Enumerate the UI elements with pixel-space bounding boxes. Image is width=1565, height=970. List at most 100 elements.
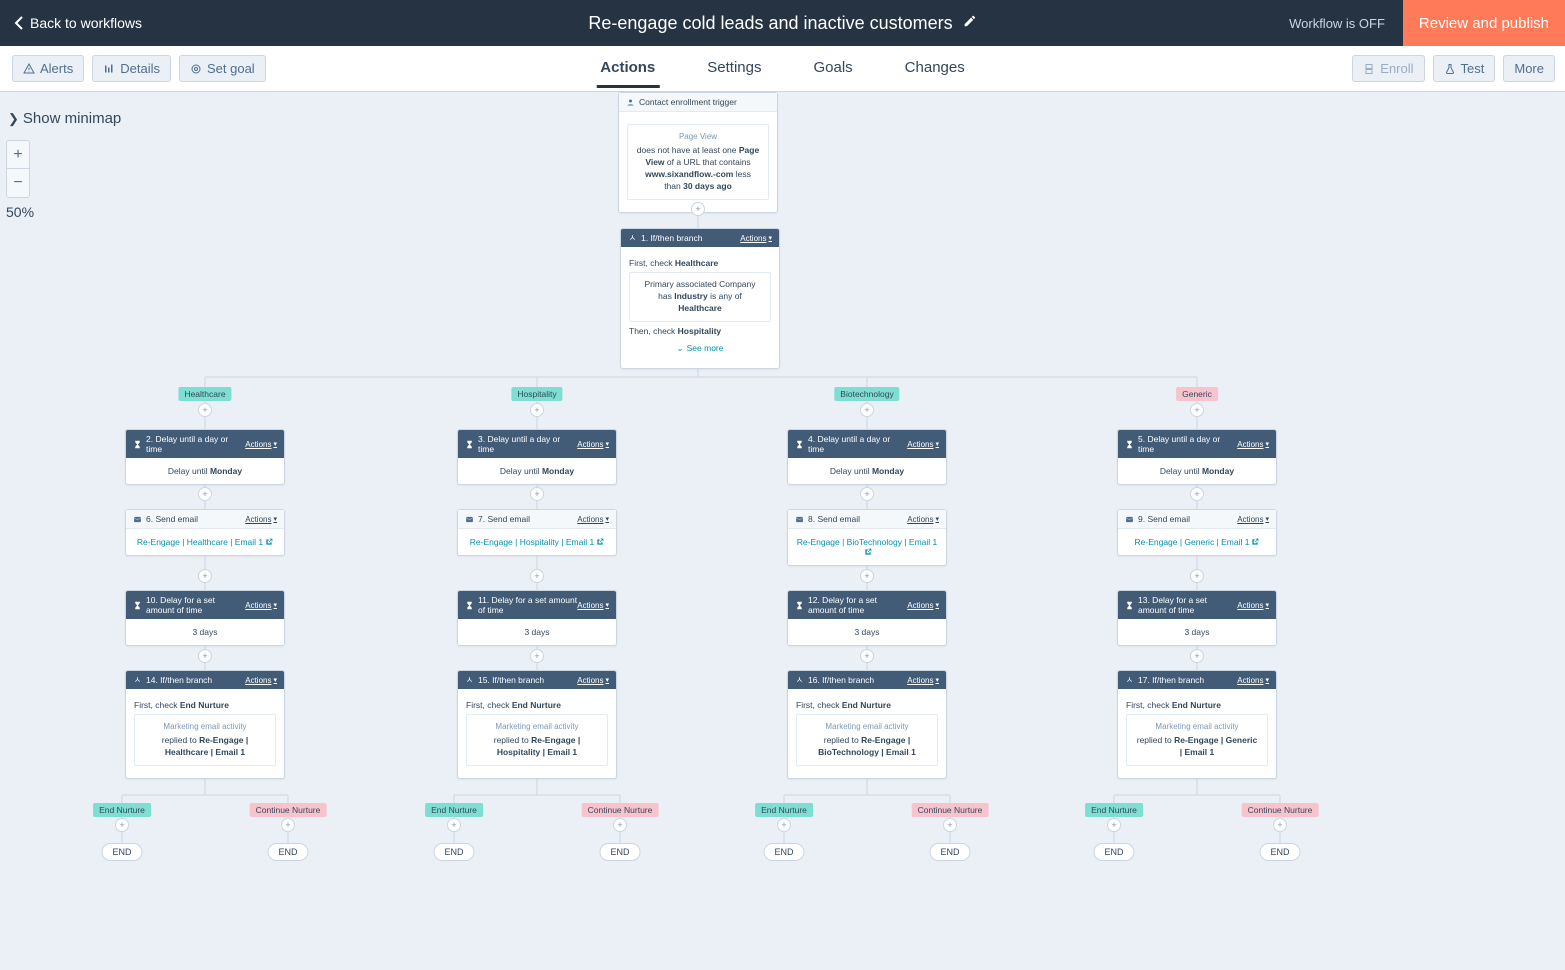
delay-amount-node[interactable]: 10. Delay for a set amount of timeAction… bbox=[125, 590, 285, 646]
send-email-node[interactable]: 8. Send emailActions▾Re-Engage | BioTech… bbox=[787, 509, 947, 566]
add-after-subtag-0-1[interactable]: + bbox=[281, 818, 295, 832]
add-after-subtag-3-0[interactable]: + bbox=[1107, 818, 1121, 832]
node-actions[interactable]: Actions▾ bbox=[740, 234, 772, 243]
back-link[interactable]: Back to workflows bbox=[0, 15, 156, 31]
node-actions[interactable]: Actions▾ bbox=[1237, 676, 1269, 685]
node-actions[interactable]: Actions▾ bbox=[577, 515, 609, 524]
email-link[interactable]: Re-Engage | BioTechnology | Email 1 bbox=[797, 537, 938, 557]
setgoal-button[interactable]: Set goal bbox=[179, 55, 266, 82]
sub-branch-tag: End Nurture bbox=[1085, 803, 1143, 817]
node-actions[interactable]: Actions▾ bbox=[577, 676, 609, 685]
node-actions[interactable]: Actions▾ bbox=[577, 440, 609, 449]
send-email-node[interactable]: 9. Send emailActions▾Re-Engage | Generic… bbox=[1117, 509, 1277, 556]
delay-amount-node[interactable]: 12. Delay for a set amount of timeAction… bbox=[787, 590, 947, 646]
tab-actions[interactable]: Actions bbox=[596, 49, 659, 88]
add-after-subtag-1-0[interactable]: + bbox=[447, 818, 461, 832]
sub-branch-tag: End Nurture bbox=[425, 803, 483, 817]
email-link[interactable]: Re-Engage | Hospitality | Email 1 bbox=[470, 537, 604, 547]
add-after-delay1-0[interactable]: + bbox=[198, 487, 212, 501]
add-after-delay2-0[interactable]: + bbox=[198, 649, 212, 663]
publish-button[interactable]: Review and publish bbox=[1403, 0, 1565, 46]
tab-goals[interactable]: Goals bbox=[809, 49, 856, 88]
add-after-branchtag-3[interactable]: + bbox=[1190, 403, 1204, 417]
more-button[interactable]: More bbox=[1503, 55, 1555, 82]
canvas: ❯Show minimap + − 50% Contact enrollment… bbox=[0, 92, 1565, 970]
test-button[interactable]: Test bbox=[1433, 55, 1496, 82]
ifthen-branch-node[interactable]: 17. If/then branchActions▾First, check E… bbox=[1117, 670, 1277, 779]
ifthen-branch-node[interactable]: 14. If/then branchActions▾First, check E… bbox=[125, 670, 285, 779]
delay-day-node[interactable]: 2. Delay until a day or timeActions▾Dela… bbox=[125, 429, 285, 485]
delay-day-node[interactable]: 3. Delay until a day or timeActions▾Dela… bbox=[457, 429, 617, 485]
ifthen-branch-node[interactable]: 15. If/then branchActions▾First, check E… bbox=[457, 670, 617, 779]
add-after-subtag-3-1[interactable]: + bbox=[1273, 818, 1287, 832]
hourglass-icon bbox=[133, 601, 142, 610]
add-after-delay1-3[interactable]: + bbox=[1190, 487, 1204, 501]
end-pill: END bbox=[433, 843, 474, 861]
node-actions[interactable]: Actions▾ bbox=[245, 676, 277, 685]
add-after-email-2[interactable]: + bbox=[860, 569, 874, 583]
add-after-email-1[interactable]: + bbox=[530, 569, 544, 583]
hourglass-icon bbox=[1125, 440, 1134, 449]
email-link[interactable]: Re-Engage | Healthcare | Email 1 bbox=[137, 537, 273, 547]
add-after-delay2-3[interactable]: + bbox=[1190, 649, 1204, 663]
node-actions[interactable]: Actions▾ bbox=[907, 676, 939, 685]
node-actions[interactable]: Actions▾ bbox=[907, 515, 939, 524]
node-actions[interactable]: Actions▾ bbox=[1237, 440, 1269, 449]
tab-changes[interactable]: Changes bbox=[901, 49, 969, 88]
add-after-delay2-2[interactable]: + bbox=[860, 649, 874, 663]
node-actions[interactable]: Actions▾ bbox=[245, 515, 277, 524]
end-pill: END bbox=[101, 843, 142, 861]
see-more[interactable]: ⌄See more bbox=[629, 339, 771, 360]
delay-day-node[interactable]: 5. Delay until a day or timeActions▾Dela… bbox=[1117, 429, 1277, 485]
add-after-branchtag-2[interactable]: + bbox=[860, 403, 874, 417]
details-button[interactable]: Details bbox=[92, 55, 171, 82]
add-after-subtag-0-0[interactable]: + bbox=[115, 818, 129, 832]
add-after-branchtag-0[interactable]: + bbox=[198, 403, 212, 417]
hourglass-icon bbox=[1125, 601, 1134, 610]
end-pill: END bbox=[929, 843, 970, 861]
delay-amount-node[interactable]: 11. Delay for a set amount of timeAction… bbox=[457, 590, 617, 646]
sub-branch-tag: Continue Nurture bbox=[582, 803, 659, 817]
node-actions[interactable]: Actions▾ bbox=[245, 440, 277, 449]
add-after-delay2-1[interactable]: + bbox=[530, 649, 544, 663]
branch-icon bbox=[628, 234, 637, 243]
add-after-email-3[interactable]: + bbox=[1190, 569, 1204, 583]
add-after-subtag-2-1[interactable]: + bbox=[943, 818, 957, 832]
add-after-branchtag-1[interactable]: + bbox=[530, 403, 544, 417]
sub-branch-tag: Continue Nurture bbox=[1242, 803, 1319, 817]
add-after-delay1-1[interactable]: + bbox=[530, 487, 544, 501]
branch-tag: Hospitality bbox=[511, 387, 562, 401]
branch-tag: Healthcare bbox=[178, 387, 231, 401]
enroll-button[interactable]: Enroll bbox=[1352, 55, 1424, 82]
delay-amount-node[interactable]: 13. Delay for a set amount of timeAction… bbox=[1117, 590, 1277, 646]
email-icon bbox=[465, 515, 474, 524]
hourglass-icon bbox=[465, 440, 474, 449]
node-actions[interactable]: Actions▾ bbox=[245, 601, 277, 610]
add-after-trigger[interactable]: + bbox=[691, 202, 705, 216]
node-actions[interactable]: Actions▾ bbox=[1237, 515, 1269, 524]
end-pill: END bbox=[1259, 843, 1300, 861]
enrollment-trigger-node[interactable]: Contact enrollment trigger Page Viewdoes… bbox=[618, 92, 778, 213]
add-after-subtag-1-1[interactable]: + bbox=[613, 818, 627, 832]
end-pill: END bbox=[763, 843, 804, 861]
node-actions[interactable]: Actions▾ bbox=[907, 440, 939, 449]
alerts-button[interactable]: Alerts bbox=[12, 55, 84, 82]
branch-1-node[interactable]: 1. If/then branchActions▾ First, check H… bbox=[620, 228, 780, 369]
add-after-email-0[interactable]: + bbox=[198, 569, 212, 583]
delay-day-node[interactable]: 4. Delay until a day or timeActions▾Dela… bbox=[787, 429, 947, 485]
email-icon bbox=[133, 515, 142, 524]
tab-settings[interactable]: Settings bbox=[703, 49, 765, 88]
email-icon bbox=[795, 515, 804, 524]
add-after-delay1-2[interactable]: + bbox=[860, 487, 874, 501]
workflow-title: Re-engage cold leads and inactive custom… bbox=[588, 13, 952, 34]
send-email-node[interactable]: 6. Send emailActions▾Re-Engage | Healthc… bbox=[125, 509, 285, 556]
flask-icon bbox=[1444, 63, 1456, 75]
node-actions[interactable]: Actions▾ bbox=[1237, 601, 1269, 610]
add-after-subtag-2-0[interactable]: + bbox=[777, 818, 791, 832]
edit-icon[interactable] bbox=[963, 14, 977, 33]
ifthen-branch-node[interactable]: 16. If/then branchActions▾First, check E… bbox=[787, 670, 947, 779]
send-email-node[interactable]: 7. Send emailActions▾Re-Engage | Hospita… bbox=[457, 509, 617, 556]
email-link[interactable]: Re-Engage | Generic | Email 1 bbox=[1135, 537, 1260, 547]
node-actions[interactable]: Actions▾ bbox=[907, 601, 939, 610]
node-actions[interactable]: Actions▾ bbox=[577, 601, 609, 610]
